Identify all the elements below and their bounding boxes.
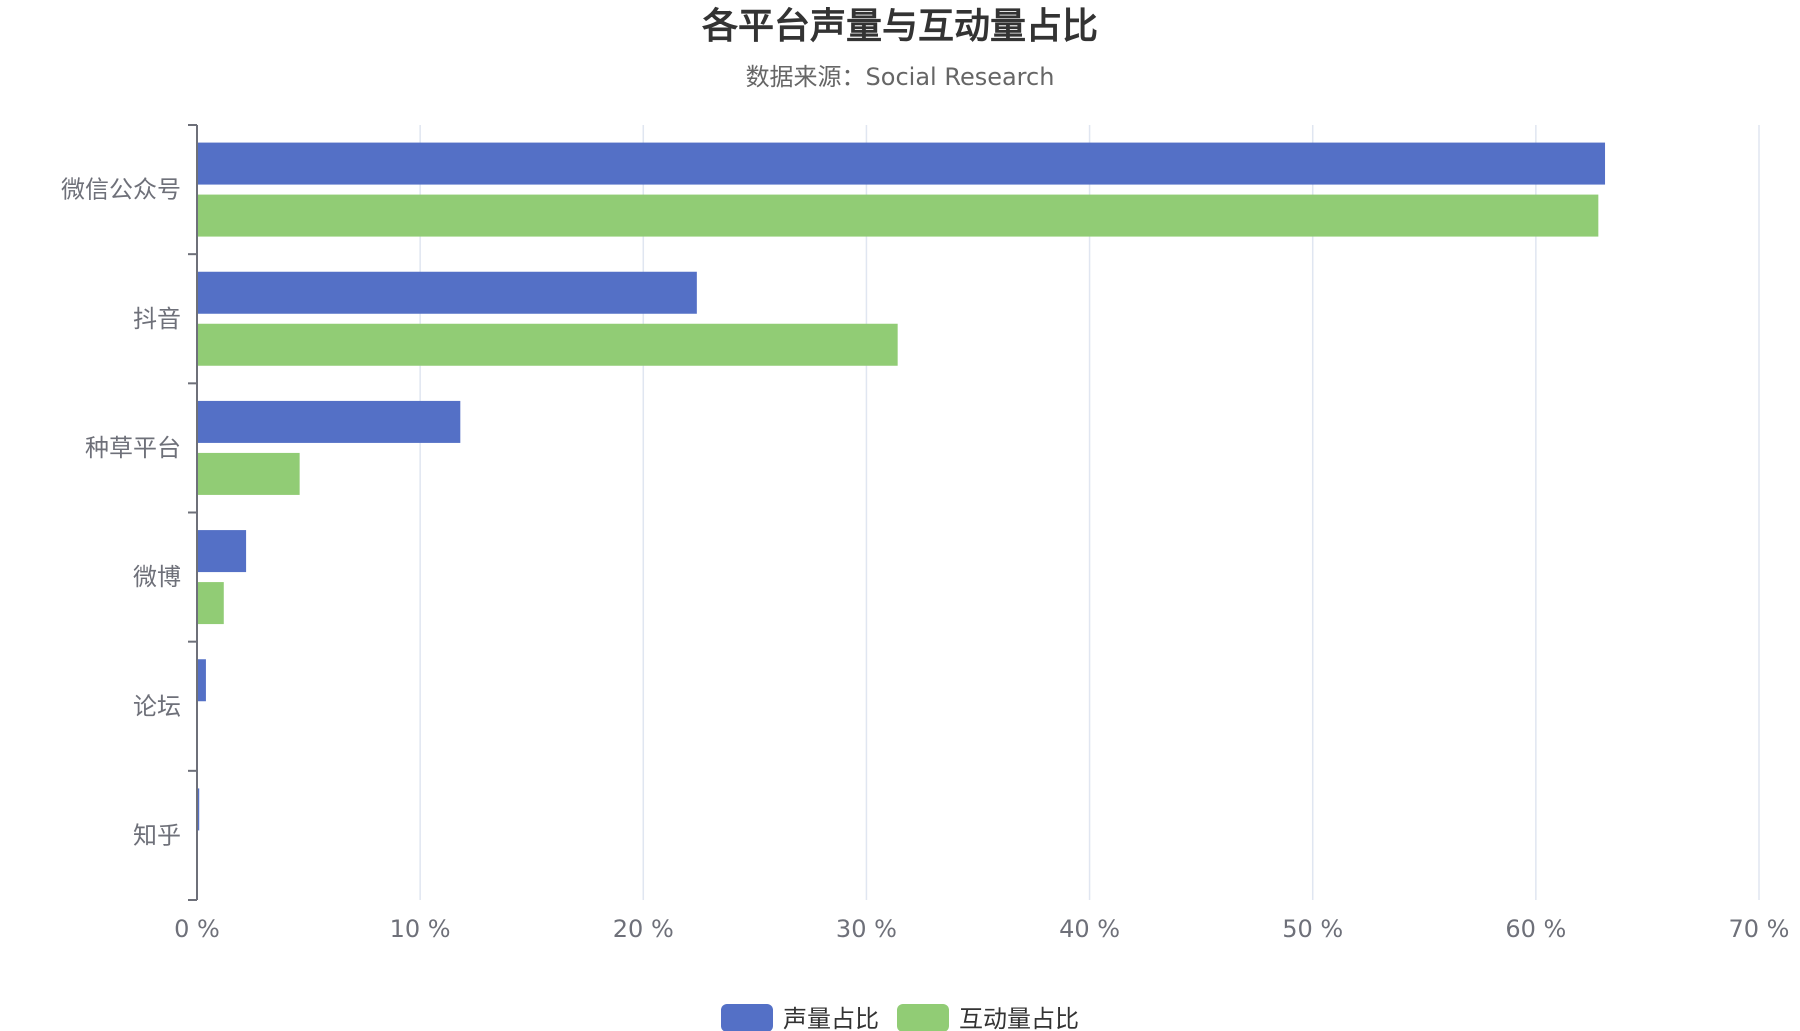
x-tick-label: 50 % — [1282, 915, 1343, 943]
chart-title: 各平台声量与互动量占比 — [702, 6, 1098, 47]
x-tick-label: 30 % — [836, 915, 897, 943]
y-category-label: 知乎 — [133, 821, 181, 849]
legend-swatch — [721, 1004, 773, 1031]
bar-voice-share[interactable] — [197, 271, 697, 314]
grid-lines — [419, 125, 1760, 900]
y-category-label: 论坛 — [133, 692, 181, 720]
legend-item-engagement-share[interactable]: 互动量占比 — [897, 1004, 1079, 1031]
y-category-label: 微信公众号 — [61, 176, 181, 204]
x-tick-label: 0 % — [174, 915, 220, 943]
x-tick-label: 70 % — [1729, 915, 1790, 943]
bar-voice-share[interactable] — [197, 788, 200, 831]
bar-voice-share[interactable] — [197, 142, 1606, 185]
bar-voice-share[interactable] — [197, 659, 206, 702]
legend[interactable]: 声量占比 互动量占比 — [721, 1004, 1079, 1031]
bar-voice-share[interactable] — [197, 530, 247, 573]
x-tick-label: 60 % — [1505, 915, 1566, 943]
bar-engagement-share[interactable] — [197, 194, 1599, 237]
legend-label: 互动量占比 — [959, 1005, 1079, 1031]
bar-engagement-share[interactable] — [197, 452, 300, 495]
bar-engagement-share[interactable] — [197, 323, 898, 366]
legend-label: 声量占比 — [783, 1005, 879, 1031]
axes: 0 % 10 % 20 % 30 % 40 % 50 % 60 % 70 % 微信公众号抖音种草… — [61, 124, 1790, 943]
y-category-label: 抖音 — [133, 305, 181, 333]
bars — [197, 142, 1606, 831]
x-tick-label: 40 % — [1059, 915, 1120, 943]
y-category-label: 种草平台 — [85, 434, 181, 462]
x-tick-label: 20 % — [613, 915, 674, 943]
bar-engagement-share[interactable] — [197, 582, 224, 625]
y-category-label: 微博 — [133, 563, 181, 591]
legend-item-voice-share[interactable]: 声量占比 — [721, 1004, 879, 1031]
x-tick-label: 10 % — [390, 915, 451, 943]
bar-voice-share[interactable] — [197, 400, 461, 443]
chart-subtitle: 数据来源：Social Research — [746, 63, 1055, 91]
legend-swatch — [897, 1004, 949, 1031]
